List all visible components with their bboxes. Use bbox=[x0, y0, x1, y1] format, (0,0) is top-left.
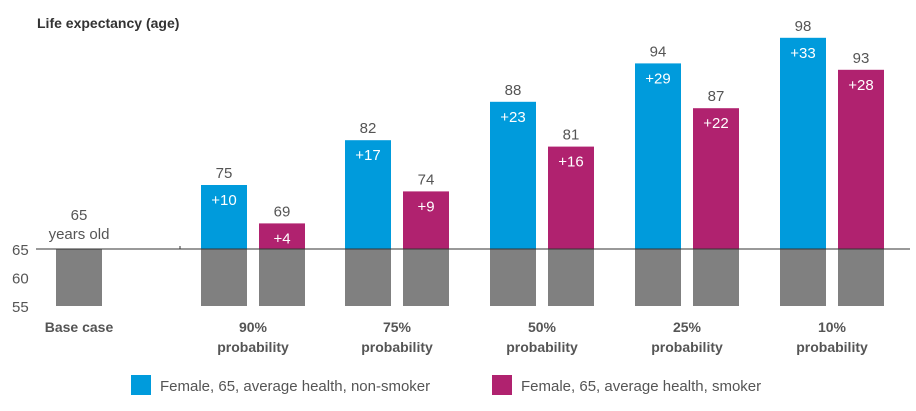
data-label-value: 81 bbox=[563, 127, 580, 144]
data-label-value: 69 bbox=[274, 203, 291, 220]
bar-gain-non-smoker bbox=[635, 63, 681, 250]
data-label-gain: +22 bbox=[703, 115, 728, 132]
data-label-gain: +29 bbox=[645, 70, 670, 87]
data-label-gain: +10 bbox=[211, 192, 236, 209]
bar-base-segment bbox=[635, 249, 681, 306]
y-axis-title: Life expectancy (age) bbox=[37, 15, 179, 31]
x-tick-label: 25% bbox=[673, 319, 702, 335]
x-tick-label: 75% bbox=[383, 319, 412, 335]
data-label-gain: +28 bbox=[848, 77, 873, 94]
x-tick-label: 90% bbox=[239, 319, 268, 335]
x-tick-label: probability bbox=[796, 339, 868, 355]
bar-base-segment bbox=[259, 249, 305, 306]
x-tick-label: 50% bbox=[528, 319, 557, 335]
legend-label: Female, 65, average health, non-smoker bbox=[160, 378, 430, 395]
bar-gain-smoker bbox=[259, 223, 305, 249]
y-tick-label: 65 bbox=[12, 242, 29, 259]
bar-base-segment bbox=[345, 249, 391, 306]
data-label-value: 88 bbox=[505, 82, 522, 99]
base-value-label: 65 bbox=[71, 207, 88, 224]
data-label-value: 94 bbox=[650, 43, 667, 60]
bar-base-segment bbox=[403, 249, 449, 306]
bar-base-segment bbox=[490, 249, 536, 306]
data-label-gain: +23 bbox=[500, 109, 525, 126]
bar-base-segment bbox=[548, 249, 594, 306]
y-tick-label: 55 bbox=[12, 299, 29, 316]
x-tick-label: 10% bbox=[818, 319, 847, 335]
y-tick-label: 60 bbox=[12, 271, 29, 288]
data-label-gain: +33 bbox=[790, 45, 815, 62]
x-tick-label: probability bbox=[506, 339, 578, 355]
data-label-value: 93 bbox=[853, 50, 870, 67]
base-value-sublabel: years old bbox=[49, 226, 110, 243]
bar-base-segment bbox=[838, 249, 884, 306]
bar-gain-smoker bbox=[403, 191, 449, 249]
data-label-value: 87 bbox=[708, 88, 725, 105]
bar-gain-non-smoker bbox=[201, 185, 247, 249]
bar-base-case bbox=[56, 249, 102, 306]
bar-base-segment bbox=[201, 249, 247, 306]
x-tick-label: probability bbox=[651, 339, 723, 355]
data-label-value: 98 bbox=[795, 18, 812, 35]
bar-gain-smoker bbox=[838, 69, 884, 249]
data-label-gain: +16 bbox=[558, 154, 583, 171]
x-tick-label: probability bbox=[361, 339, 433, 355]
data-label-gain: +17 bbox=[355, 147, 380, 164]
data-label-gain: +9 bbox=[417, 198, 434, 215]
data-label-gain: +4 bbox=[273, 230, 290, 247]
bar-gain-non-smoker bbox=[780, 37, 826, 249]
data-label-value: 82 bbox=[360, 120, 377, 137]
bar-gain-smoker bbox=[693, 108, 739, 249]
legend-swatch bbox=[131, 375, 151, 395]
data-label-value: 75 bbox=[216, 165, 233, 182]
legend-swatch bbox=[492, 375, 512, 395]
bar-gain-smoker bbox=[548, 146, 594, 249]
x-tick-label: probability bbox=[217, 339, 289, 355]
x-tick-label-base-case: Base case bbox=[45, 319, 114, 335]
bar-gain-non-smoker bbox=[490, 101, 536, 249]
data-label-value: 74 bbox=[418, 171, 435, 188]
legend-label: Female, 65, average health, smoker bbox=[521, 378, 761, 395]
bar-base-segment bbox=[780, 249, 826, 306]
bar-base-segment bbox=[693, 249, 739, 306]
bar-gain-non-smoker bbox=[345, 140, 391, 249]
